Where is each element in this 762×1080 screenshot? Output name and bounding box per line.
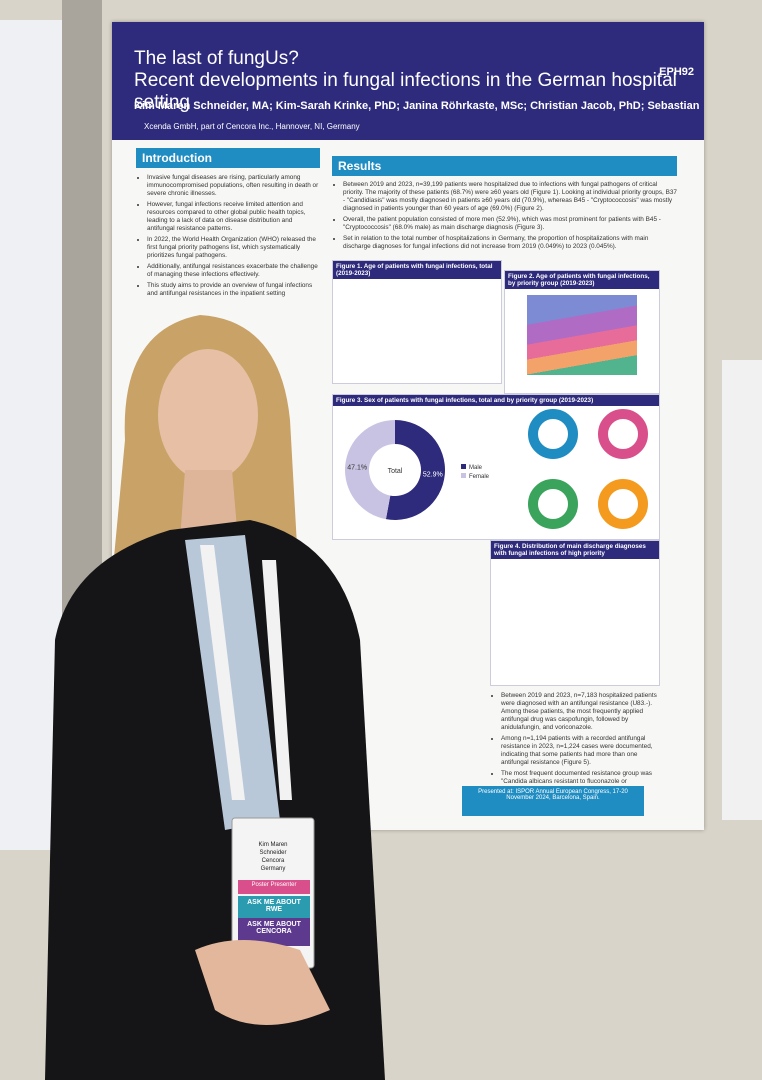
hands [195, 940, 330, 1025]
badge-ribbon [238, 896, 310, 918]
legend-label: Female [469, 474, 490, 480]
slice-label: 52.9% [423, 471, 443, 478]
poster-footer: Presented at: ISPOR Annual European Cong… [462, 786, 644, 816]
bullet: In 2022, the World Health Organization (… [147, 236, 320, 260]
figure-title: Figure 2. Age of patients with fungal in… [505, 271, 659, 289]
figure: Figure 2. Age of patients with fungal in… [504, 270, 660, 394]
neighbour-poster [0, 20, 62, 850]
neighbour-poster [722, 360, 762, 820]
bullet: Between 2019 and 2023, n=39,199 patients… [343, 181, 677, 213]
intro-column: Introduction Invasive fungal diseases ar… [136, 148, 320, 301]
poster-subtitle: Recent developments in fungal infections… [134, 70, 677, 113]
badge-company: Cencora [261, 858, 285, 864]
lanyard [200, 545, 292, 800]
badge-name: Kim Maren [258, 842, 288, 848]
figure-title: Figure 1. Age of patients with fungal in… [333, 261, 501, 279]
badge-ribbon-text: ASK ME ABOUT CENCORA [247, 921, 301, 935]
bullet: Overall, the patient population consiste… [343, 216, 677, 232]
donut [528, 479, 578, 529]
poster-header: The last of fungUs? Recent developments … [112, 22, 704, 140]
bullet-list: Between 2019 and 2023, n=39,199 patients… [332, 181, 677, 251]
bullet-list: Invasive fungal diseases are rising, par… [136, 174, 320, 298]
badge-ribbon-text: ASK ME ABOUT RWE [247, 899, 301, 913]
poster-code: EPH92 [659, 66, 694, 78]
badge-role: Poster Presenter [251, 882, 297, 888]
donut [598, 479, 648, 529]
figure-title: Figure 4. Distribution of main discharge… [491, 541, 659, 559]
face [158, 349, 258, 481]
badge-country: Germany [260, 866, 286, 872]
results-column: Results Between 2019 and 2023, n=39,199 … [332, 156, 677, 254]
figure: Figure 4. Distribution of main discharge… [490, 540, 660, 686]
bullet: This study aims to provide an overview o… [147, 282, 320, 298]
affiliation: Xcenda GmbH, part of Cencora Inc., Hanno… [144, 122, 360, 131]
section-heading: Introduction [136, 148, 320, 168]
neck [180, 470, 238, 540]
pie-chart: 52.9% Male 47.1% Female Total [345, 409, 648, 529]
pie-slice [385, 420, 446, 520]
badge-role-bar [238, 880, 310, 894]
figure: Figure 3. Sex of patients with fungal in… [332, 394, 660, 540]
donut [598, 409, 648, 459]
slice-label: 47.1% [347, 465, 367, 472]
bullet: Among n=1,194 patients with a recorded a… [501, 735, 660, 767]
bullet: Additionally, antifungal resistances exa… [147, 263, 320, 279]
bullet: However, fungal infections receive limit… [147, 201, 320, 233]
legend-label: Male [469, 465, 483, 471]
badge-name: Schneider [259, 850, 287, 856]
authors: Kim Maren Schneider, MA; Kim-Sarah Krink… [134, 100, 699, 112]
pie-center-label: Total [388, 468, 403, 475]
legend-swatch [461, 464, 466, 469]
section-heading: Results [332, 156, 677, 176]
legend-swatch [461, 473, 466, 478]
bullet: Set in relation to the total number of h… [343, 235, 677, 251]
bullet: Between 2019 and 2023, n=7,183 hospitali… [501, 692, 660, 732]
bullet: Invasive fungal diseases are rising, par… [147, 174, 320, 198]
donut [528, 409, 578, 459]
pie-slice [345, 420, 395, 520]
figure-title: Figure 3. Sex of patients with fungal in… [333, 395, 659, 406]
poster-title: The last of fungUs? [134, 48, 299, 69]
figure: Figure 1. Age of patients with fungal in… [332, 260, 502, 384]
area-chart-image [527, 295, 637, 375]
